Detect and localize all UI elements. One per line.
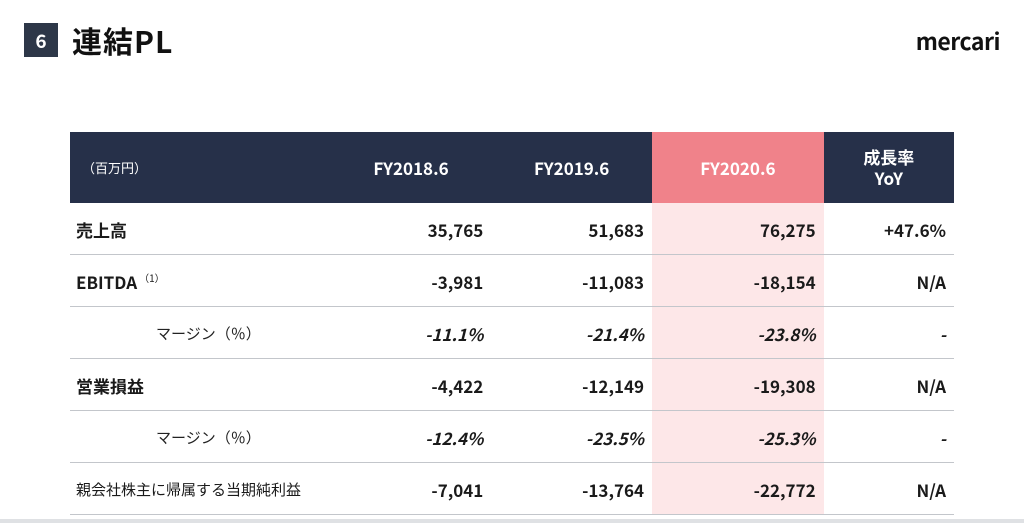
col-fy18: FY2018.6 [331,132,492,203]
pl-table: （百万円） FY2018.6 FY2019.6 FY2020.6 成長率 YoY… [70,132,954,515]
cell-fy20: 76,275 [652,203,824,255]
col-yoy-line2: YoY [875,165,903,190]
cell-yoy: - [824,410,954,462]
header: 6 連結PL mercari [24,18,1000,62]
col-yoy: 成長率 YoY [824,132,954,203]
cell-fy18: -4,422 [331,358,492,410]
cell-fy20: -19,308 [652,358,824,410]
header-left: 6 連結PL [24,18,173,62]
cell-fy18: -7,041 [331,462,492,514]
row-label: 親会社株主に帰属する当期純利益 [70,462,331,514]
cell-yoy: +47.6% [824,203,954,255]
cell-fy19: -21.4% [491,306,652,358]
brand-logo: mercari [916,23,1000,57]
table-row: EBITDA（1）-3,981-11,083-18,154N/A [70,254,954,306]
table-body: 売上高35,76551,68376,275+47.6%EBITDA（1）-3,9… [70,203,954,515]
cell-yoy: N/A [824,462,954,514]
row-label: マージン（％） [70,410,331,462]
col-fy19: FY2019.6 [491,132,652,203]
table-row: 営業損益-4,422-12,149-19,308N/A [70,358,954,410]
page-number-badge: 6 [24,23,58,57]
page-title: 連結PL [72,18,173,62]
cell-fy20: -22,772 [652,462,824,514]
table-row: 親会社株主に帰属する当期純利益-7,041-13,764-22,772N/A [70,462,954,514]
table-row: マージン（％）-11.1%-21.4%-23.8%- [70,306,954,358]
cell-fy18: -12.4% [331,410,492,462]
row-label: マージン（％） [70,306,331,358]
unit-label: （百万円） [70,132,331,203]
cell-fy19: -13,764 [491,462,652,514]
cell-yoy: N/A [824,254,954,306]
cell-fy20: -18,154 [652,254,824,306]
row-label: 営業損益 [70,358,331,410]
page-number: 6 [35,27,46,54]
bottom-rule [0,519,1024,523]
cell-fy20: -23.8% [652,306,824,358]
pl-table-wrap: （百万円） FY2018.6 FY2019.6 FY2020.6 成長率 YoY… [70,132,954,515]
table-header-row: （百万円） FY2018.6 FY2019.6 FY2020.6 成長率 YoY [70,132,954,203]
cell-fy20: -25.3% [652,410,824,462]
cell-yoy: N/A [824,358,954,410]
slide: 6 連結PL mercari （百万円） FY2018.6 FY2019.6 F… [0,0,1024,523]
cell-yoy: - [824,306,954,358]
cell-fy18: 35,765 [331,203,492,255]
cell-fy18: -3,981 [331,254,492,306]
table-row: 売上高35,76551,68376,275+47.6% [70,203,954,255]
col-fy20: FY2020.6 [652,132,824,203]
cell-fy19: -11,083 [491,254,652,306]
cell-fy19: -12,149 [491,358,652,410]
footnote-marker: （1） [139,270,165,285]
row-label: 売上高 [70,203,331,255]
cell-fy18: -11.1% [331,306,492,358]
cell-fy19: -23.5% [491,410,652,462]
cell-fy19: 51,683 [491,203,652,255]
table-row: マージン（％）-12.4%-23.5%-25.3%- [70,410,954,462]
row-label: EBITDA（1） [70,254,331,306]
